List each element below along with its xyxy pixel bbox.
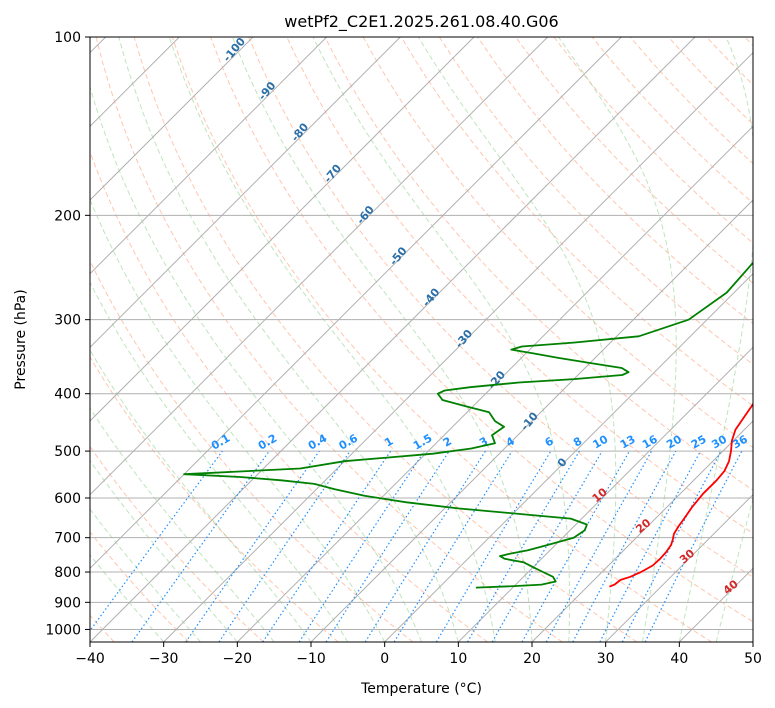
dry-adiabat xyxy=(324,37,753,491)
dry-adiabat xyxy=(90,150,488,642)
isotherm xyxy=(90,37,254,201)
isotherm xyxy=(90,37,475,422)
moist-adiabat xyxy=(231,37,533,642)
mixing-ratio-line xyxy=(545,450,653,642)
isotherm xyxy=(531,420,753,642)
dry-adiabat xyxy=(90,356,339,642)
y-tick-label: 700 xyxy=(54,531,81,547)
moist-adiabat xyxy=(90,459,238,642)
isotherm xyxy=(90,37,328,275)
x-tick-label: 20 xyxy=(523,651,541,667)
mixing-ratio-line xyxy=(218,450,351,642)
y-tick-label: 300 xyxy=(54,313,81,329)
y-tick-label: 400 xyxy=(54,387,81,403)
dry-adiabat xyxy=(133,37,638,642)
mixing-ratio-line xyxy=(521,450,631,642)
moist-adiabat xyxy=(90,198,386,642)
dry-adiabat xyxy=(438,37,753,366)
moist-adiabat xyxy=(118,37,459,642)
moist-adiabat xyxy=(558,37,677,642)
x-tick-label: 0 xyxy=(380,651,389,667)
mixing-ratio-line xyxy=(644,450,743,642)
isotherm xyxy=(236,125,753,642)
dry-adiabat xyxy=(400,37,753,407)
mixing-ratio-line xyxy=(185,450,320,642)
moist-adiabat xyxy=(678,37,753,642)
y-tick-label: 500 xyxy=(54,444,81,460)
dry-adiabat xyxy=(171,37,712,642)
dry-adiabat xyxy=(95,37,563,642)
y-tick-label: 1000 xyxy=(45,622,81,638)
y-tick-label: 200 xyxy=(54,208,81,224)
x-tick-label: −20 xyxy=(223,651,253,667)
x-tick-label: 50 xyxy=(744,651,762,667)
moist-adiabat xyxy=(90,407,275,642)
isotherm xyxy=(90,37,696,642)
mixing-ratio-line xyxy=(491,450,603,642)
dry-adiabat xyxy=(210,37,753,623)
x-tick-label: −30 xyxy=(149,651,179,667)
x-tick-label: −10 xyxy=(296,651,326,667)
y-tick-label: 100 xyxy=(54,30,81,46)
dry-adiabat xyxy=(248,37,753,578)
dewpoint-profile-line xyxy=(183,261,753,589)
plot-frame xyxy=(89,36,754,643)
moist-adiabat xyxy=(168,37,496,642)
y-tick-label: 900 xyxy=(54,595,81,611)
x-tick-label: 10 xyxy=(449,651,467,667)
mixing-ratio-line xyxy=(393,450,513,642)
isotherm xyxy=(90,37,549,496)
y-axis-label: Pressure (hPa) xyxy=(13,289,29,389)
isotherm xyxy=(163,51,753,642)
mixing-ratio-line xyxy=(435,450,552,642)
mixing-ratio-line xyxy=(466,450,580,642)
x-tick-label: −40 xyxy=(75,651,105,667)
x-tick-label: 30 xyxy=(597,651,615,667)
dry-adiabat xyxy=(90,445,264,642)
isotherm xyxy=(605,493,753,642)
moist-adiabat xyxy=(312,37,570,642)
dry-adiabat xyxy=(515,37,753,284)
isotherm xyxy=(90,37,401,349)
y-tick-label: 800 xyxy=(54,565,81,581)
temperature-profile-line xyxy=(609,402,753,588)
dry-adiabat xyxy=(90,531,190,642)
mixing-ratio-line xyxy=(131,450,270,642)
isotherm xyxy=(384,272,753,642)
x-tick-label: 40 xyxy=(670,651,688,667)
moist-adiabat xyxy=(90,281,349,642)
chart-title: wetPf2_C2E1.2025.261.08.40.G06 xyxy=(284,12,558,32)
mixing-ratio-line xyxy=(262,450,392,642)
y-tick-label: 600 xyxy=(54,491,81,507)
moist-adiabat xyxy=(417,37,617,642)
isotherm xyxy=(90,37,622,570)
x-axis-label: Temperature (°C) xyxy=(360,681,482,697)
moist-adiabat xyxy=(715,496,753,642)
